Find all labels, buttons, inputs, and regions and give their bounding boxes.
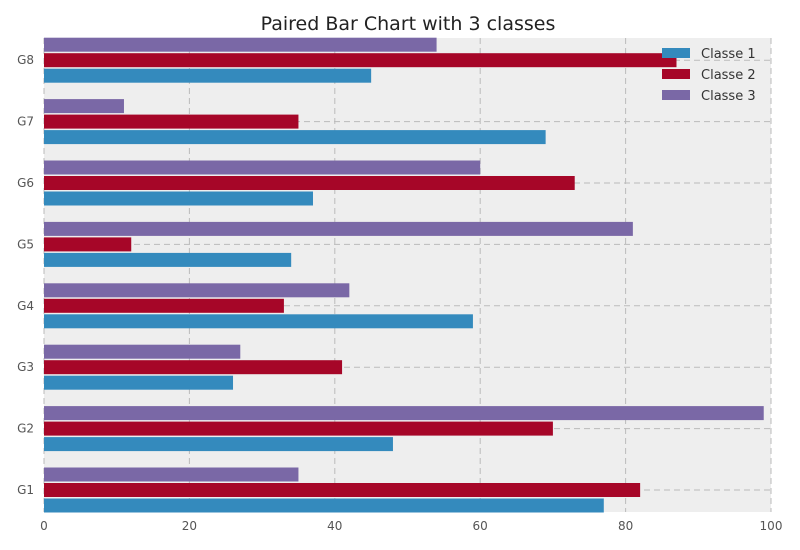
bar: [44, 99, 124, 114]
bar: [44, 483, 641, 497]
legend: Classe 1 Classe 2 Classe 3: [662, 47, 756, 104]
bar: [44, 498, 604, 513]
bars-layer: [44, 37, 764, 513]
bar: [44, 375, 234, 390]
bar: [44, 421, 553, 436]
bar: [44, 298, 284, 313]
bar: [44, 283, 350, 298]
bar: [44, 237, 132, 252]
bar: [44, 360, 343, 375]
ticks-layer: 0 20 40 60 80 100 G1 G2 G3 G4 G5 G6 G7 G8: [17, 53, 782, 533]
x-tick-label: 60: [473, 519, 488, 533]
y-tick-label: G8: [17, 53, 34, 67]
bar: [44, 130, 546, 145]
legend-label: Classe 2: [701, 68, 756, 83]
chart-title: Paired Bar Chart with 3 classes: [261, 13, 556, 35]
y-tick-label: G7: [17, 115, 34, 129]
legend-label: Classe 3: [701, 89, 756, 104]
legend-swatch: [662, 90, 690, 100]
y-tick-label: G3: [17, 360, 34, 374]
bar: [44, 406, 764, 421]
bar: [44, 191, 313, 206]
legend-swatch: [662, 48, 690, 58]
legend-swatch: [662, 69, 690, 79]
bar: [44, 314, 473, 329]
bar: [44, 68, 372, 83]
y-tick-label: G4: [17, 299, 34, 313]
y-tick-label: G1: [17, 483, 34, 497]
x-tick-label: 0: [40, 519, 48, 533]
x-tick-label: 40: [327, 519, 342, 533]
bar: [44, 176, 575, 190]
bar: [44, 344, 241, 359]
bar: [44, 160, 481, 175]
x-tick-label: 20: [182, 519, 197, 533]
legend-label: Classe 1: [701, 47, 756, 62]
x-tick-label: 100: [760, 519, 783, 533]
bar: [44, 437, 393, 452]
bar: [44, 114, 299, 129]
y-tick-label: G5: [17, 237, 34, 251]
bar: [44, 37, 437, 52]
bar: [44, 252, 292, 267]
bar: [44, 467, 299, 482]
bar: [44, 53, 677, 68]
bar: [44, 221, 633, 236]
y-tick-label: G6: [17, 176, 34, 190]
x-tick-label: 80: [618, 519, 633, 533]
y-tick-label: G2: [17, 422, 34, 436]
